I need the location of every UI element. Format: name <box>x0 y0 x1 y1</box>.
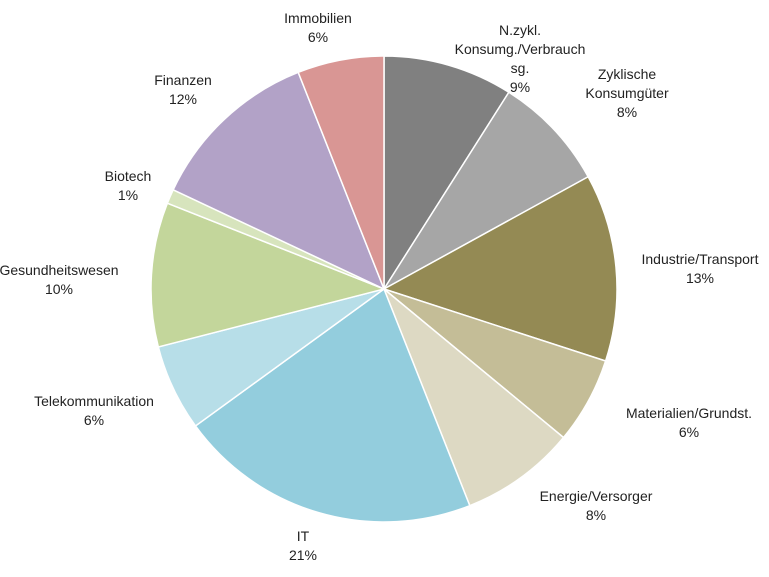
slice-category-label: Energie/Versorger <box>540 488 653 504</box>
slice-value-label: 1% <box>118 187 138 203</box>
slice-value-label: 12% <box>169 91 197 107</box>
slice-value-label: 13% <box>686 270 714 286</box>
slice-category-label: Zyklische <box>598 66 657 82</box>
slice-value-label: 6% <box>84 412 104 428</box>
slice-category-label: Industrie/Transport <box>642 251 759 267</box>
slice-value-label: 8% <box>586 507 606 523</box>
slice-category-label: N.zykl. <box>499 22 541 38</box>
pie-slice-10 <box>297 55 385 290</box>
pie-slice-1 <box>383 91 590 290</box>
slice-value-label: 21% <box>289 547 317 563</box>
pie-slices <box>150 55 618 523</box>
pie-slice-0 <box>383 55 510 292</box>
slice-category-label: Konsumg./Verbrauch <box>455 41 586 57</box>
slice-label-4: Energie/Versorger 8% <box>540 488 653 523</box>
slice-value-label: 9% <box>510 79 530 95</box>
pie-slice-9 <box>172 71 386 291</box>
slice-value-label: 8% <box>617 104 637 120</box>
pie-slice-2 <box>382 175 618 362</box>
slice-label-8: Biotech 1% <box>105 168 152 203</box>
pie-labels: N.zykl. Konsumg./Verbrauch sg. 9% Zyklische K… <box>0 10 759 563</box>
slice-value-label: 10% <box>45 281 73 297</box>
slice-label-9: Finanzen 12% <box>154 72 212 107</box>
pie-slice-7 <box>150 202 387 348</box>
slice-category-label: Biotech <box>105 168 152 184</box>
slice-category-label: Finanzen <box>154 72 212 88</box>
slice-label-3: Materialien/Grundst. 6% <box>626 405 752 440</box>
slice-value-label: 6% <box>308 29 328 45</box>
pie-slice-4 <box>383 288 565 507</box>
slice-label-1: Zyklische Konsumgüter 8% <box>585 66 669 120</box>
slice-category-label: Materialien/Grundst. <box>626 405 752 421</box>
slice-label-6: Telekommunikation 6% <box>34 393 154 428</box>
slice-label-2: Industrie/Transport 13% <box>642 251 759 286</box>
slice-category-label: Immobilien <box>284 10 352 26</box>
slice-label-7: Gesundheitswesen 10% <box>0 262 119 297</box>
slice-label-5: IT 21% <box>289 528 317 563</box>
slice-label-0: N.zykl. Konsumg./Verbrauch sg. 9% <box>455 22 586 95</box>
slice-category-label: Gesundheitswesen <box>0 262 119 278</box>
pie-slice-5 <box>194 287 471 523</box>
slice-category-label: Konsumgüter <box>585 85 669 101</box>
slice-category-label: sg. <box>511 60 530 76</box>
slice-label-10: Immobilien 6% <box>284 10 352 45</box>
slice-value-label: 6% <box>679 424 699 440</box>
slice-category-label: Telekommunikation <box>34 393 154 409</box>
slice-category-label: IT <box>297 528 310 544</box>
